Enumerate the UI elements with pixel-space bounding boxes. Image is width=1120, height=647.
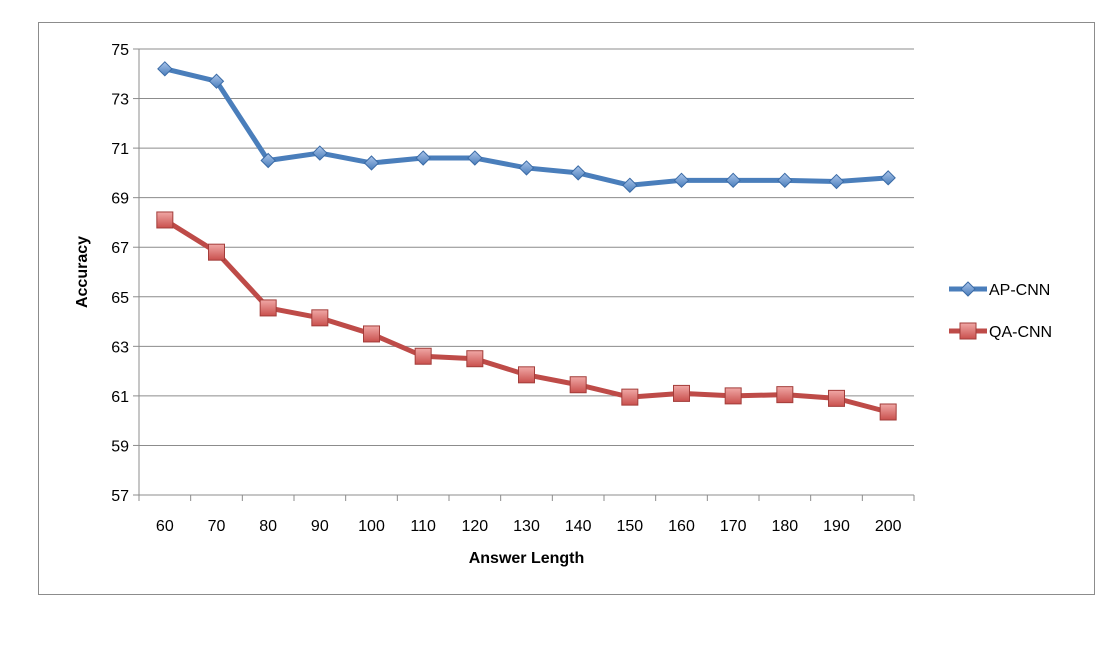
data-point-ap-cnn [673, 172, 690, 189]
data-point-ap-cnn [157, 61, 173, 77]
x-tick-label: 160 [668, 518, 695, 535]
x-tick-label: 180 [771, 518, 798, 535]
legend-item-qa-cnn: QA-CNN [949, 322, 1052, 341]
data-point-ap-cnn [622, 177, 638, 193]
data-point-ap-cnn [828, 173, 845, 190]
series-layer [156, 61, 897, 421]
x-tick-label: 200 [875, 518, 902, 535]
x-tick-label: 190 [823, 518, 850, 535]
y-tick-label: 59 [111, 438, 129, 455]
x-tick-label: 100 [358, 518, 385, 535]
x-tick-label: 120 [461, 518, 488, 535]
data-point-ap-cnn [208, 73, 225, 89]
x-tick-label: 80 [259, 518, 277, 535]
data-point-ap-cnn [777, 172, 793, 189]
y-axis-title: Accuracy [74, 236, 91, 308]
data-point-qa-cnn [621, 388, 639, 406]
y-tick-label: 63 [111, 339, 129, 356]
data-point-qa-cnn [776, 386, 794, 404]
data-point-ap-cnn [260, 152, 276, 169]
data-point-ap-cnn [467, 150, 483, 166]
data-point-ap-cnn [415, 150, 431, 166]
legend-label: QA-CNN [989, 324, 1052, 341]
data-point-qa-cnn [724, 387, 742, 405]
data-point-qa-cnn [156, 211, 174, 229]
y-tick-label: 61 [111, 389, 129, 406]
series-ap-cnn [157, 61, 896, 193]
x-tick-label: 60 [156, 518, 174, 535]
x-tick-label: 70 [208, 518, 226, 535]
x-tick-label: 170 [720, 518, 747, 535]
x-tick-label: 90 [311, 518, 329, 535]
x-tick-label: 110 [410, 518, 436, 535]
x-tick-label: 140 [565, 518, 592, 535]
x-axis-title: Answer Length [469, 550, 585, 567]
y-tick-label: 75 [111, 42, 129, 59]
data-point-ap-cnn [312, 145, 328, 161]
data-point-qa-cnn [518, 366, 535, 384]
line-chart: 57 59 61 63 65 67 69 71 73 75 60 70 80 90 100 110 120 130… [74, 42, 1052, 567]
data-point-qa-cnn [259, 299, 277, 317]
data-point-qa-cnn [208, 243, 225, 261]
data-point-ap-cnn [363, 155, 380, 171]
y-tick-label: 65 [111, 290, 129, 307]
x-tick-label: 130 [513, 518, 540, 535]
series-qa-cnn [156, 211, 897, 421]
data-point-ap-cnn [570, 165, 586, 181]
data-point-ap-cnn [880, 170, 896, 186]
gridlines [139, 48, 914, 446]
data-point-qa-cnn [311, 309, 329, 327]
data-point-qa-cnn [569, 376, 587, 394]
data-point-qa-cnn [363, 325, 380, 343]
y-tick-label: 57 [111, 488, 129, 505]
chart-frame: 57 59 61 63 65 67 69 71 73 75 60 70 80 90 100 110 120 130… [38, 22, 1095, 595]
data-point-ap-cnn [725, 172, 741, 189]
y-tick-label: 71 [111, 141, 129, 158]
legend-marker [959, 322, 977, 340]
data-point-qa-cnn [466, 350, 484, 368]
y-tick-label: 73 [111, 92, 129, 109]
y-tick-label: 69 [111, 191, 129, 208]
x-tick-label: 150 [616, 518, 643, 535]
legend: AP-CNN QA-CNN [949, 281, 1052, 341]
data-point-qa-cnn [879, 403, 897, 421]
data-point-qa-cnn [828, 389, 845, 407]
legend-label: AP-CNN [989, 282, 1050, 299]
data-point-qa-cnn [414, 347, 432, 365]
legend-marker [960, 281, 976, 297]
legend-item-ap-cnn: AP-CNN [949, 281, 1050, 299]
data-point-qa-cnn [673, 384, 690, 402]
axes: 57 59 61 63 65 67 69 71 73 75 60 70 80 90 100 110 120 130… [111, 42, 915, 535]
data-point-ap-cnn [518, 160, 535, 176]
y-tick-label: 67 [111, 240, 129, 257]
